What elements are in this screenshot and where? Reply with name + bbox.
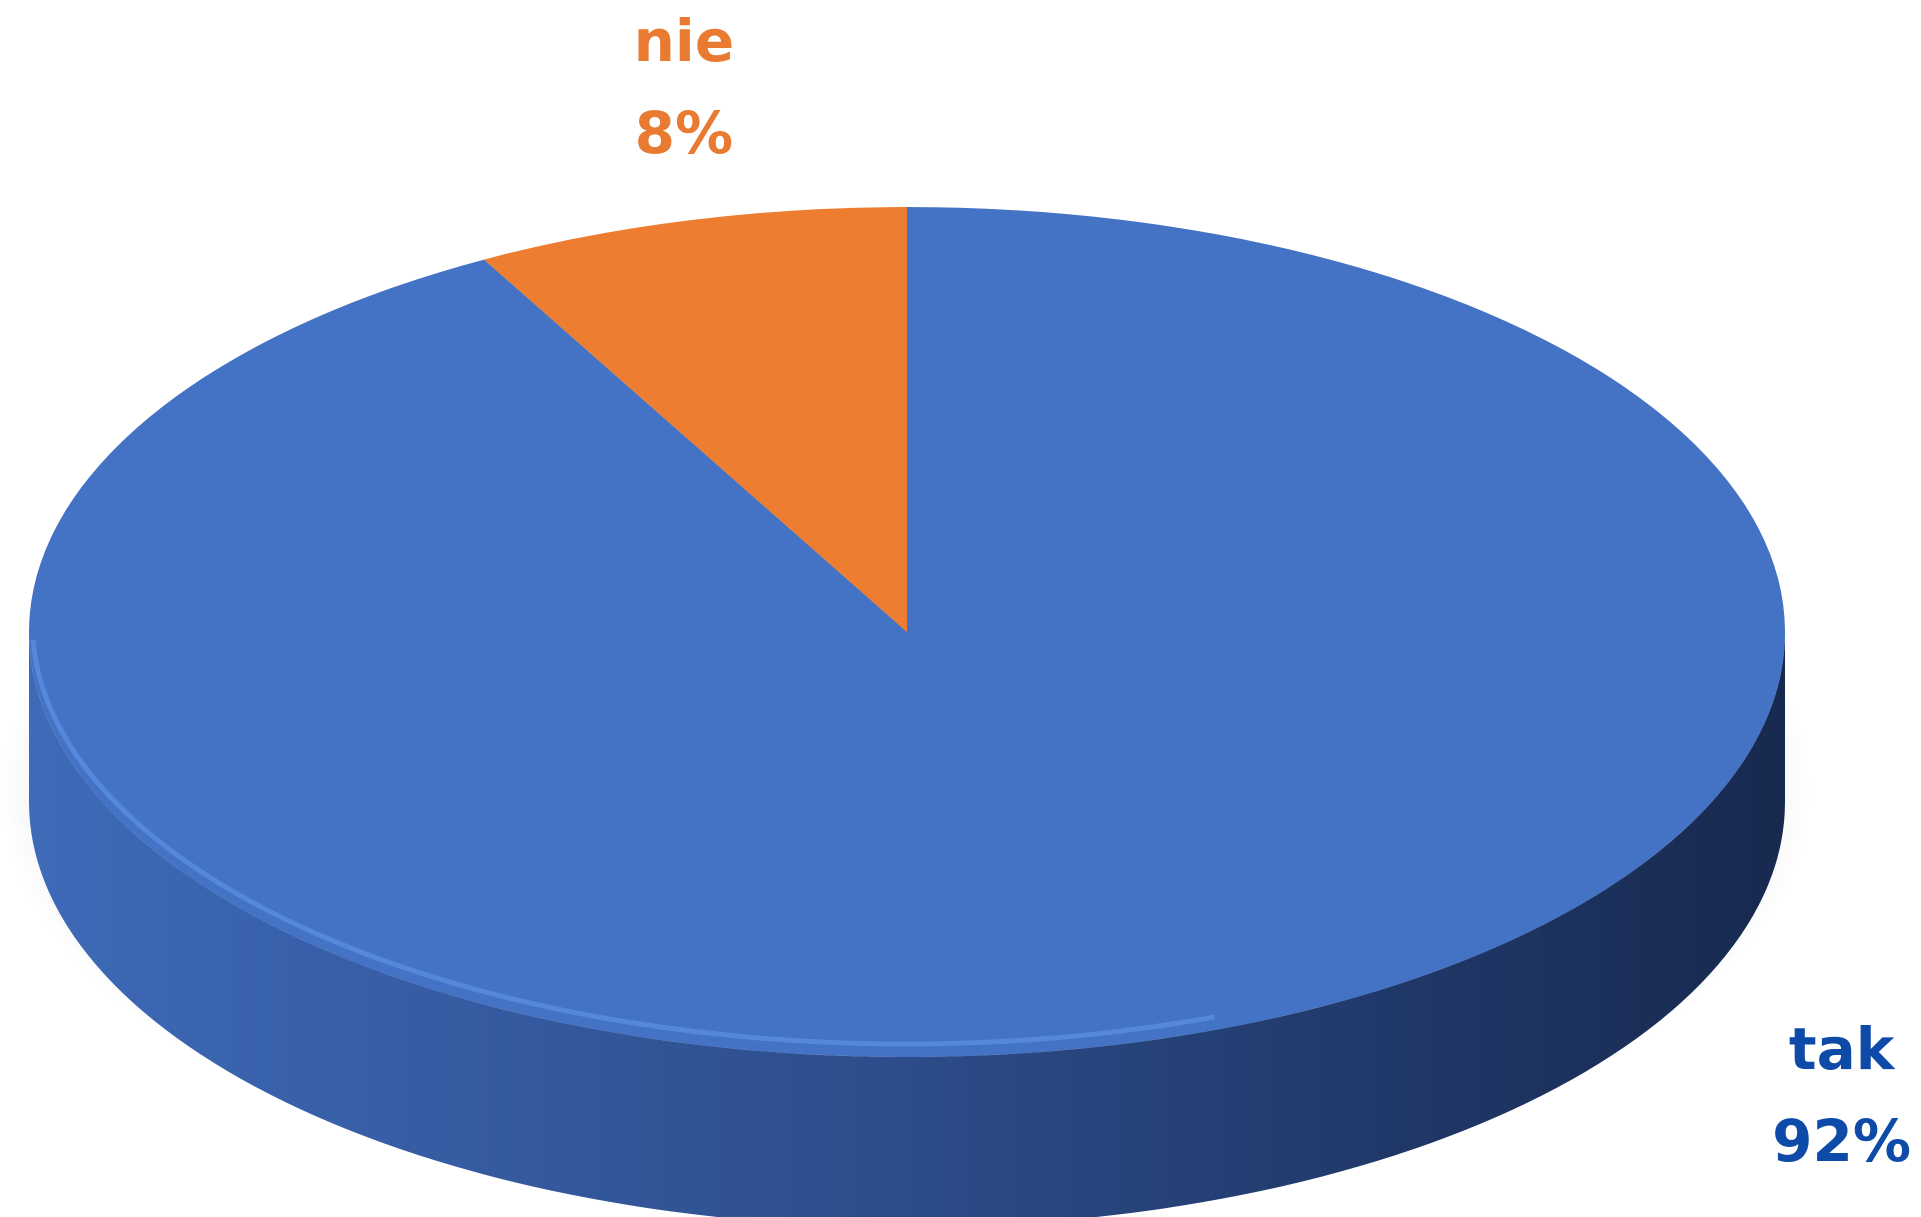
pie-rim-highlight [30, 639, 1215, 1047]
slice-label-tak-name: tak [1788, 1015, 1895, 1083]
slice-label-nie: nie 8% [634, 0, 735, 179]
pie-slice-tak [28, 207, 1785, 1058]
pie-side-wall [29, 632, 1785, 1217]
slice-label-nie-name: nie [633, 7, 735, 75]
slice-label-nie-percent: 8% [634, 99, 734, 167]
pie-slice-nie [484, 207, 907, 632]
slice-label-tak-percent: 92% [1772, 1107, 1911, 1175]
slice-label-tak: tak 92% [1772, 1003, 1911, 1187]
